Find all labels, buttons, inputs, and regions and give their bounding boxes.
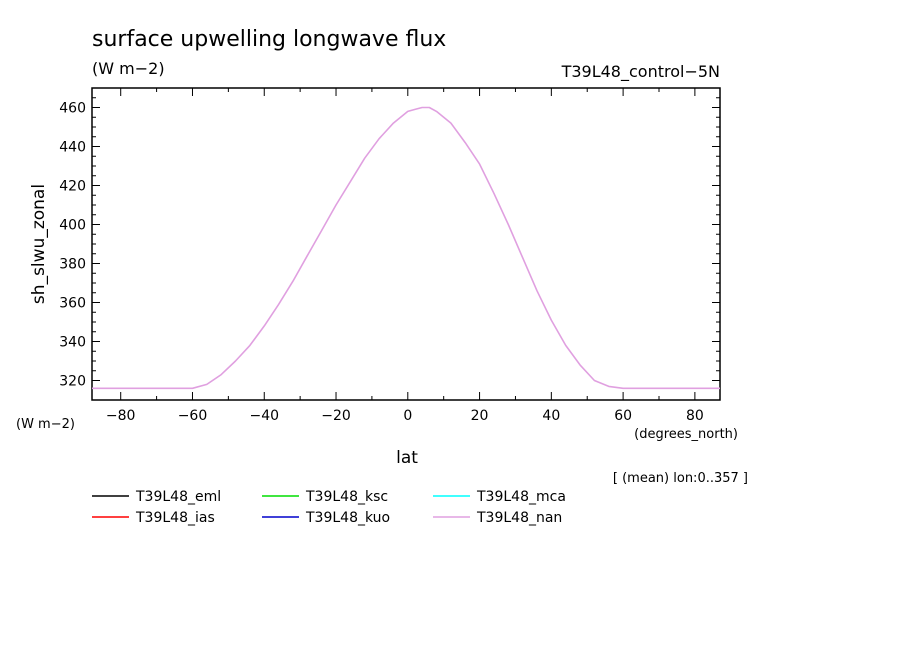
axis-ticks: −80 −60 −40 −20 0 20 40 60 80 320 340 360 380 400 420 4… (59, 88, 720, 424)
legend-item-t39l48-nan: T39L48_nan (433, 510, 562, 526)
legend: T39L48_eml T39L48_ias T39L48_ksc T39L48_kuo… (92, 489, 566, 526)
legend-label: T39L48_mca (476, 489, 566, 505)
x-tick-label: 40 (542, 408, 560, 424)
chart-title: surface upwelling longwave flux (92, 27, 446, 52)
legend-label: T39L48_kuo (305, 510, 390, 526)
legend-item-t39l48-ias: T39L48_ias (92, 510, 215, 526)
y-tick-label: 320 (59, 374, 86, 390)
averaging-note: [ (mean) lon:0..357 ] (613, 471, 748, 486)
y-axis-units: (W m−2) (16, 417, 75, 432)
run-label: T39L48_control−5N (561, 62, 720, 82)
x-tick-label: −40 (249, 408, 279, 424)
y-tick-label: 360 (59, 296, 86, 312)
y-tick-label: 460 (59, 101, 86, 117)
legend-item-t39l48-eml: T39L48_eml (92, 489, 221, 505)
legend-item-t39l48-ksc: T39L48_ksc (262, 489, 388, 505)
x-tick-label: 0 (403, 408, 412, 424)
x-axis-label: lat (396, 448, 418, 468)
series-lines (92, 106, 720, 390)
legend-label: T39L48_eml (135, 489, 221, 505)
legend-label: T39L48_ksc (305, 489, 388, 505)
y-tick-label: 400 (59, 218, 86, 234)
y-tick-label: 440 (59, 140, 86, 156)
legend-item-t39l48-mca: T39L48_mca (433, 489, 566, 505)
y-tick-label: 380 (59, 257, 86, 273)
legend-label: T39L48_nan (476, 510, 562, 526)
x-tick-label: −80 (106, 408, 136, 424)
x-tick-label: 80 (686, 408, 704, 424)
x-tick-label: −20 (321, 408, 351, 424)
chart-units: (W m−2) (92, 59, 165, 78)
y-tick-label: 420 (59, 179, 86, 195)
y-axis-label: sh_slwu_zonal (29, 184, 49, 304)
series-line-t39l48-nan (92, 106, 720, 390)
plot-area: −80 −60 −40 −20 0 20 40 60 80 320 340 360 380 400 420 4… (59, 87, 721, 424)
legend-label: T39L48_ias (135, 510, 215, 526)
legend-item-t39l48-kuo: T39L48_kuo (262, 510, 390, 526)
plot-frame (91, 87, 721, 401)
x-axis-units: (degrees_north) (634, 427, 738, 442)
y-tick-label: 340 (59, 335, 86, 351)
x-tick-label: −60 (178, 408, 208, 424)
x-tick-label: 60 (614, 408, 632, 424)
x-tick-label: 20 (471, 408, 489, 424)
